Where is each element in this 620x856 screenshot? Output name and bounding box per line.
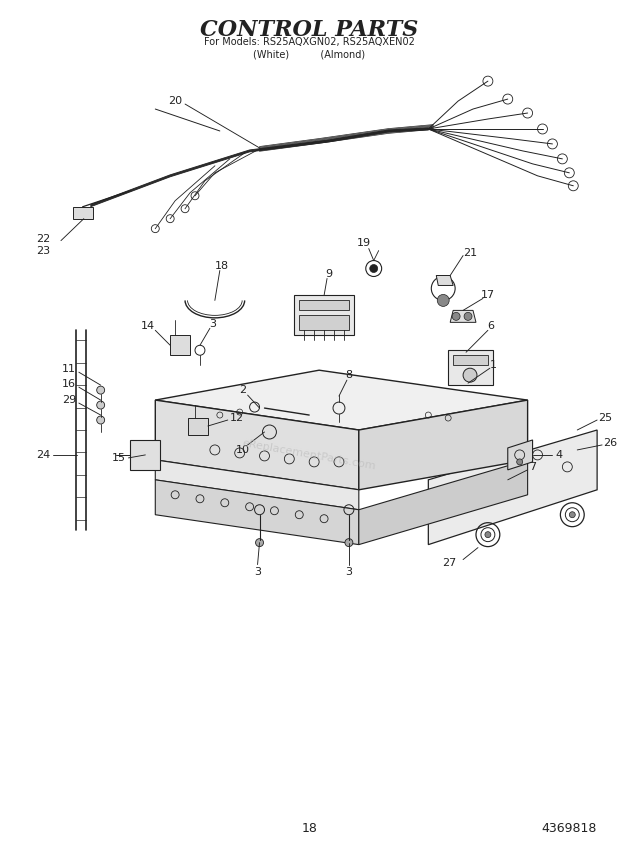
- Text: 3: 3: [254, 567, 261, 577]
- Text: 3: 3: [345, 567, 352, 577]
- Text: 4369818: 4369818: [542, 823, 597, 835]
- Text: 14: 14: [141, 321, 156, 331]
- Circle shape: [97, 416, 105, 424]
- Text: (White)          (Almond): (White) (Almond): [253, 50, 365, 59]
- Text: 1: 1: [489, 360, 497, 370]
- Circle shape: [452, 312, 460, 320]
- Circle shape: [97, 401, 105, 409]
- Text: 18: 18: [301, 823, 317, 835]
- Circle shape: [569, 512, 575, 518]
- Text: 7: 7: [529, 462, 536, 472]
- Circle shape: [255, 538, 264, 547]
- Text: 20: 20: [168, 96, 182, 106]
- Text: 11: 11: [62, 364, 76, 374]
- Text: 2: 2: [239, 385, 246, 395]
- Polygon shape: [130, 440, 160, 470]
- Text: 25: 25: [598, 413, 612, 423]
- Text: eReplacementParts.com: eReplacementParts.com: [242, 438, 377, 472]
- Polygon shape: [155, 480, 359, 544]
- Text: 27: 27: [442, 557, 456, 568]
- Circle shape: [370, 265, 378, 272]
- Text: 3: 3: [210, 319, 216, 330]
- Circle shape: [485, 532, 491, 538]
- Polygon shape: [155, 400, 359, 490]
- Polygon shape: [436, 276, 453, 285]
- Polygon shape: [453, 355, 488, 366]
- Polygon shape: [188, 418, 208, 435]
- Polygon shape: [299, 300, 349, 311]
- Polygon shape: [359, 400, 528, 490]
- Polygon shape: [170, 336, 190, 355]
- Circle shape: [463, 368, 477, 382]
- Polygon shape: [299, 315, 349, 330]
- Text: 19: 19: [356, 238, 371, 247]
- Circle shape: [516, 459, 523, 465]
- Polygon shape: [294, 295, 354, 336]
- Text: 18: 18: [215, 260, 229, 270]
- Text: 8: 8: [345, 370, 352, 380]
- Text: 12: 12: [229, 413, 244, 423]
- Circle shape: [345, 538, 353, 547]
- Text: 9: 9: [326, 269, 332, 278]
- Polygon shape: [428, 430, 597, 544]
- Polygon shape: [508, 440, 533, 470]
- Text: 10: 10: [236, 445, 250, 455]
- Text: 23: 23: [36, 246, 50, 256]
- Polygon shape: [73, 206, 93, 218]
- Text: 26: 26: [603, 438, 617, 448]
- Circle shape: [97, 386, 105, 394]
- Polygon shape: [359, 460, 528, 544]
- Circle shape: [464, 312, 472, 320]
- Polygon shape: [448, 350, 493, 385]
- Circle shape: [437, 294, 449, 306]
- Text: 4: 4: [556, 450, 563, 460]
- Text: For Models: RS25AQXGN02, RS25AQXEN02: For Models: RS25AQXGN02, RS25AQXEN02: [204, 38, 415, 47]
- Text: 16: 16: [62, 379, 76, 389]
- Text: 29: 29: [62, 395, 76, 405]
- Text: 24: 24: [36, 450, 50, 460]
- Text: 22: 22: [36, 234, 50, 244]
- Polygon shape: [450, 311, 476, 323]
- Text: 6: 6: [487, 321, 494, 331]
- Polygon shape: [155, 370, 528, 430]
- Text: 21: 21: [463, 247, 477, 258]
- Text: 17: 17: [481, 290, 495, 300]
- Text: 15: 15: [112, 453, 125, 463]
- Polygon shape: [155, 460, 359, 509]
- Text: CONTROL PARTS: CONTROL PARTS: [200, 20, 418, 41]
